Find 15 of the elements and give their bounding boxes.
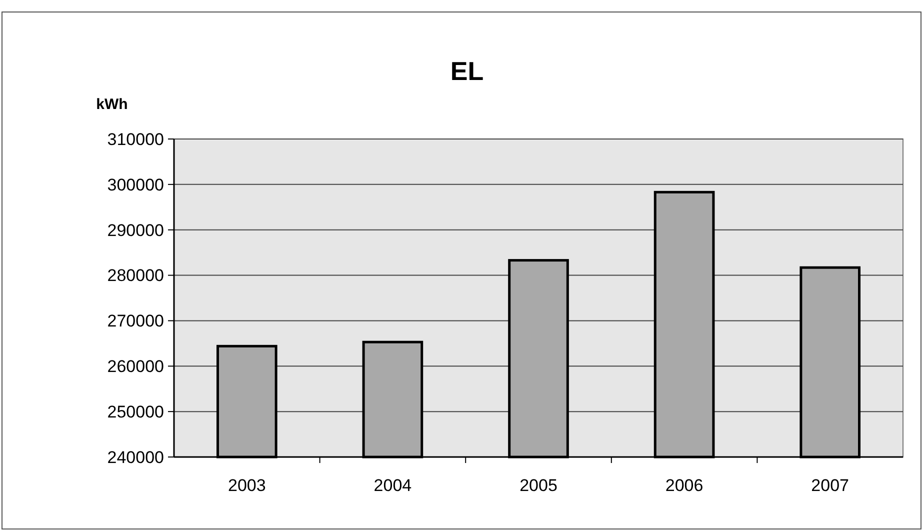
x-tick-label: 2003	[228, 476, 266, 495]
y-axis-title: kWh	[96, 96, 128, 113]
y-tick-label: 280000	[107, 266, 164, 286]
x-tick-label: 2005	[520, 476, 558, 495]
x-tick-label: 2007	[811, 476, 850, 495]
y-tick-label: 240000	[107, 448, 164, 467]
y-tick-label: 260000	[107, 357, 164, 376]
chart-title: EL	[450, 56, 484, 86]
y-tick-label: 290000	[107, 220, 164, 240]
x-tick-label: 2006	[665, 476, 704, 495]
y-tick-label: 310000	[107, 130, 164, 149]
y-tick-label: 270000	[107, 312, 164, 331]
x-tick-label: 2004	[374, 476, 412, 495]
y-tick-label: 250000	[107, 402, 164, 422]
y-tick-label: 300000	[107, 175, 164, 194]
